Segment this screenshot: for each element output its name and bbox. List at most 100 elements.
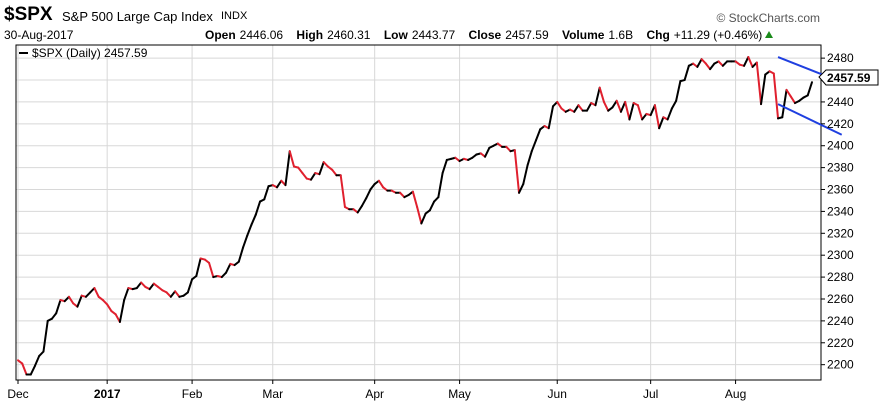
- price-segment: [658, 116, 665, 130]
- price-segment: [225, 262, 232, 274]
- price-segment: [628, 102, 635, 121]
- price-segment: [309, 172, 317, 181]
- brand-watermark: © StockCharts.com: [716, 11, 820, 25]
- legend: $SPX (Daily) 2457.59: [19, 46, 148, 60]
- price-segment: [696, 58, 703, 68]
- price-segment: [399, 191, 406, 199]
- price-segment: [186, 278, 194, 294]
- x-tick-label: Mar: [262, 387, 283, 401]
- high-label: High: [296, 28, 324, 42]
- low-value: 2443.77: [411, 28, 456, 42]
- price-segment: [772, 72, 780, 120]
- price-segment: [33, 354, 41, 367]
- y-tick-label: 2440: [827, 95, 854, 109]
- price-series: [17, 56, 813, 376]
- close-value: 2457.59: [505, 28, 549, 42]
- price-segment: [339, 174, 346, 209]
- price-segment: [220, 271, 228, 279]
- price-segment: [670, 99, 678, 110]
- price-segment: [38, 350, 45, 357]
- price-segment: [101, 299, 109, 306]
- price-segment: [360, 197, 368, 207]
- y-tick-label: 2400: [827, 139, 854, 153]
- x-tick-label: Feb: [182, 387, 203, 401]
- price-segment: [208, 261, 215, 279]
- price-segment: [284, 150, 291, 187]
- price-segment: [42, 319, 49, 353]
- price-segment: [93, 287, 100, 298]
- y-tick-label: 2360: [827, 183, 854, 197]
- price-segment: [250, 213, 257, 226]
- price-segment: [246, 223, 253, 237]
- last-value-label: 2457.59: [827, 71, 871, 85]
- price-segment: [636, 104, 644, 121]
- price-segment: [577, 104, 584, 112]
- price-segment: [135, 281, 143, 290]
- price-segment: [416, 206, 423, 225]
- price-segment: [721, 60, 729, 67]
- price-segment: [433, 196, 440, 203]
- price-segment: [505, 145, 512, 153]
- open-value: 2446.06: [239, 28, 284, 42]
- price-segment: [84, 291, 92, 298]
- price-segment: [789, 95, 797, 105]
- x-tick-label: Aug: [725, 387, 746, 401]
- legend-label: $SPX (Daily) 2457.59: [32, 46, 148, 60]
- price-segment: [169, 290, 177, 298]
- price-segment: [556, 100, 563, 110]
- price-segment: [700, 58, 707, 65]
- price-segment: [526, 150, 533, 167]
- last-value-marker: 2457.59: [818, 69, 879, 86]
- chg-label: Chg: [646, 28, 670, 42]
- x-tick-label: 2017: [94, 387, 121, 401]
- price-segment: [585, 102, 593, 112]
- price-segment: [301, 172, 308, 180]
- price-segment: [148, 282, 155, 291]
- price-segment: [806, 81, 813, 97]
- price-segment: [29, 364, 36, 376]
- price-segment: [615, 99, 622, 113]
- price-segment: [624, 100, 631, 121]
- price-segment: [420, 212, 427, 225]
- y-tick-label: 2380: [827, 161, 854, 175]
- price-segment: [602, 100, 610, 112]
- price-segment: [21, 362, 28, 376]
- plot-frame: [15, 44, 822, 381]
- last-value-box: [818, 69, 879, 86]
- chart-date: 30-Aug-2017: [4, 28, 74, 42]
- index-name: S&P 500 Large Cap Index: [62, 9, 213, 24]
- price-segment: [547, 105, 554, 130]
- y-tick-label: 2240: [827, 314, 854, 328]
- price-segment: [666, 107, 673, 121]
- volume-label: Volume: [561, 28, 605, 42]
- price-segment: [254, 200, 262, 216]
- y-tick-label: 2320: [827, 226, 854, 240]
- price-segment: [123, 287, 130, 302]
- trendline: [777, 103, 843, 136]
- low-label: Low: [383, 28, 408, 42]
- x-tick-label: Jun: [548, 387, 567, 401]
- price-segment: [322, 161, 329, 168]
- price-segment: [530, 139, 538, 153]
- price-segment: [484, 146, 491, 158]
- price-segment: [195, 257, 202, 277]
- x-tick-label: Jul: [643, 387, 658, 401]
- price-segment: [365, 188, 372, 200]
- high-value: 2460.31: [327, 28, 371, 42]
- price-segment: [356, 204, 363, 214]
- open-label: Open: [205, 28, 236, 42]
- price-segment: [237, 246, 245, 263]
- price-segment: [55, 299, 62, 315]
- price-segment: [598, 86, 605, 103]
- y-tick-label: 2420: [827, 117, 854, 131]
- price-segment: [428, 200, 436, 212]
- price-segment: [709, 62, 716, 71]
- price-segment: [611, 99, 618, 109]
- y-tick-label: 2340: [827, 204, 854, 218]
- price-segment: [67, 295, 75, 305]
- up-arrow-icon: [765, 31, 774, 38]
- price-segment: [760, 73, 767, 106]
- price-segment: [331, 168, 338, 177]
- price-segment: [140, 281, 147, 288]
